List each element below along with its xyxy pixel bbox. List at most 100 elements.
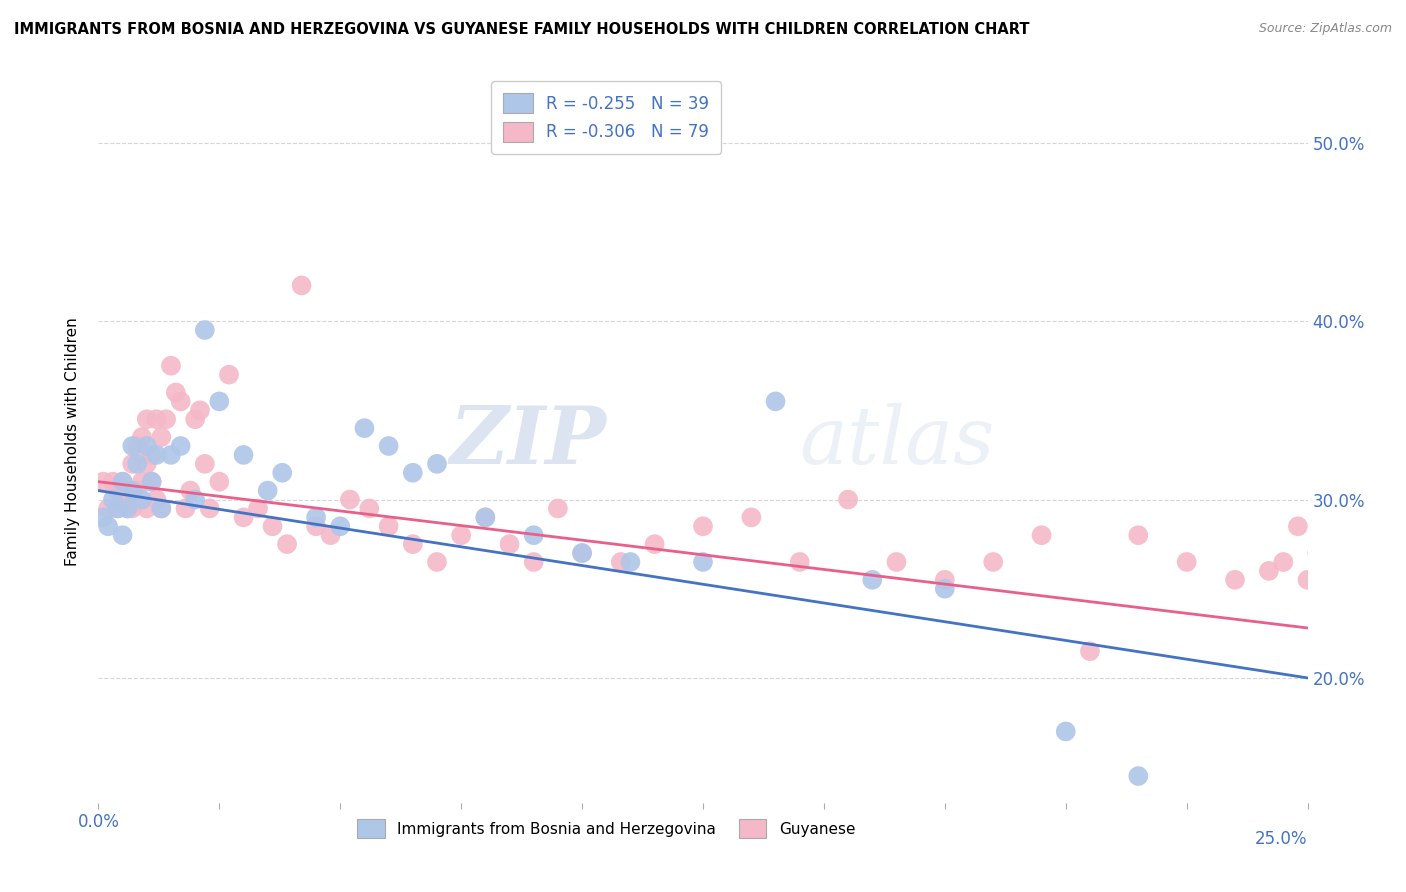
Point: [121, 457, 143, 471]
Point: [498, 537, 520, 551]
Point: [1257, 564, 1279, 578]
Point: [1344, 617, 1367, 632]
Text: 25.0%: 25.0%: [1256, 830, 1308, 847]
Point: [141, 475, 163, 489]
Point: [981, 555, 1004, 569]
Point: [145, 412, 167, 426]
Point: [135, 457, 157, 471]
Point: [837, 492, 859, 507]
Y-axis label: Family Households with Children: Family Households with Children: [65, 318, 80, 566]
Point: [1078, 644, 1101, 658]
Point: [107, 501, 129, 516]
Point: [97, 519, 120, 533]
Point: [474, 510, 496, 524]
Point: [1310, 564, 1333, 578]
Point: [131, 475, 153, 489]
Point: [169, 394, 191, 409]
Point: [107, 501, 129, 516]
Point: [271, 466, 294, 480]
Point: [91, 510, 114, 524]
Point: [179, 483, 201, 498]
Point: [644, 537, 666, 551]
Point: [329, 519, 352, 533]
Point: [188, 403, 211, 417]
Point: [91, 475, 114, 489]
Point: [1128, 769, 1150, 783]
Point: [101, 475, 124, 489]
Point: [150, 501, 173, 516]
Point: [97, 501, 120, 516]
Point: [610, 555, 633, 569]
Point: [765, 394, 787, 409]
Point: [155, 412, 177, 426]
Point: [184, 492, 207, 507]
Point: [1272, 555, 1295, 569]
Point: [174, 501, 197, 516]
Text: IMMIGRANTS FROM BOSNIA AND HERZEGOVINA VS GUYANESE FAMILY HOUSEHOLDS WITH CHILDR: IMMIGRANTS FROM BOSNIA AND HERZEGOVINA V…: [14, 22, 1029, 37]
Point: [305, 519, 328, 533]
Point: [359, 501, 381, 516]
Point: [934, 573, 956, 587]
Point: [1286, 519, 1309, 533]
Point: [111, 528, 134, 542]
Point: [290, 278, 312, 293]
Point: [184, 412, 207, 426]
Point: [547, 501, 569, 516]
Text: atlas: atlas: [800, 403, 995, 480]
Point: [127, 439, 149, 453]
Point: [740, 510, 762, 524]
Point: [860, 573, 883, 587]
Point: [194, 457, 217, 471]
Point: [150, 501, 173, 516]
Point: [150, 430, 173, 444]
Point: [1306, 546, 1329, 560]
Point: [450, 528, 472, 542]
Point: [198, 501, 221, 516]
Point: [523, 528, 546, 542]
Point: [165, 385, 187, 400]
Point: [169, 439, 191, 453]
Point: [789, 555, 811, 569]
Point: [1054, 724, 1077, 739]
Point: [135, 501, 157, 516]
Point: [232, 510, 254, 524]
Point: [1330, 582, 1353, 596]
Point: [571, 546, 593, 560]
Point: [194, 323, 217, 337]
Point: [1316, 582, 1339, 596]
Point: [117, 501, 139, 516]
Point: [692, 519, 714, 533]
Point: [127, 483, 149, 498]
Point: [208, 475, 231, 489]
Point: [111, 475, 134, 489]
Point: [1320, 573, 1343, 587]
Point: [1128, 528, 1150, 542]
Point: [111, 492, 134, 507]
Point: [426, 555, 449, 569]
Point: [218, 368, 240, 382]
Point: [319, 528, 342, 542]
Point: [571, 546, 593, 560]
Point: [127, 457, 149, 471]
Point: [256, 483, 278, 498]
Point: [474, 510, 496, 524]
Point: [377, 439, 399, 453]
Legend: Immigrants from Bosnia and Herzegovina, Guyanese: Immigrants from Bosnia and Herzegovina, …: [350, 812, 863, 846]
Point: [160, 448, 183, 462]
Point: [160, 359, 183, 373]
Point: [141, 448, 163, 462]
Point: [339, 492, 361, 507]
Point: [247, 501, 270, 516]
Point: [402, 537, 425, 551]
Point: [377, 519, 399, 533]
Point: [145, 448, 167, 462]
Point: [121, 483, 143, 498]
Point: [141, 475, 163, 489]
Text: Source: ZipAtlas.com: Source: ZipAtlas.com: [1258, 22, 1392, 36]
Point: [276, 537, 298, 551]
Point: [305, 510, 328, 524]
Point: [353, 421, 375, 435]
Point: [1031, 528, 1053, 542]
Point: [121, 501, 143, 516]
Text: ZIP: ZIP: [450, 403, 606, 480]
